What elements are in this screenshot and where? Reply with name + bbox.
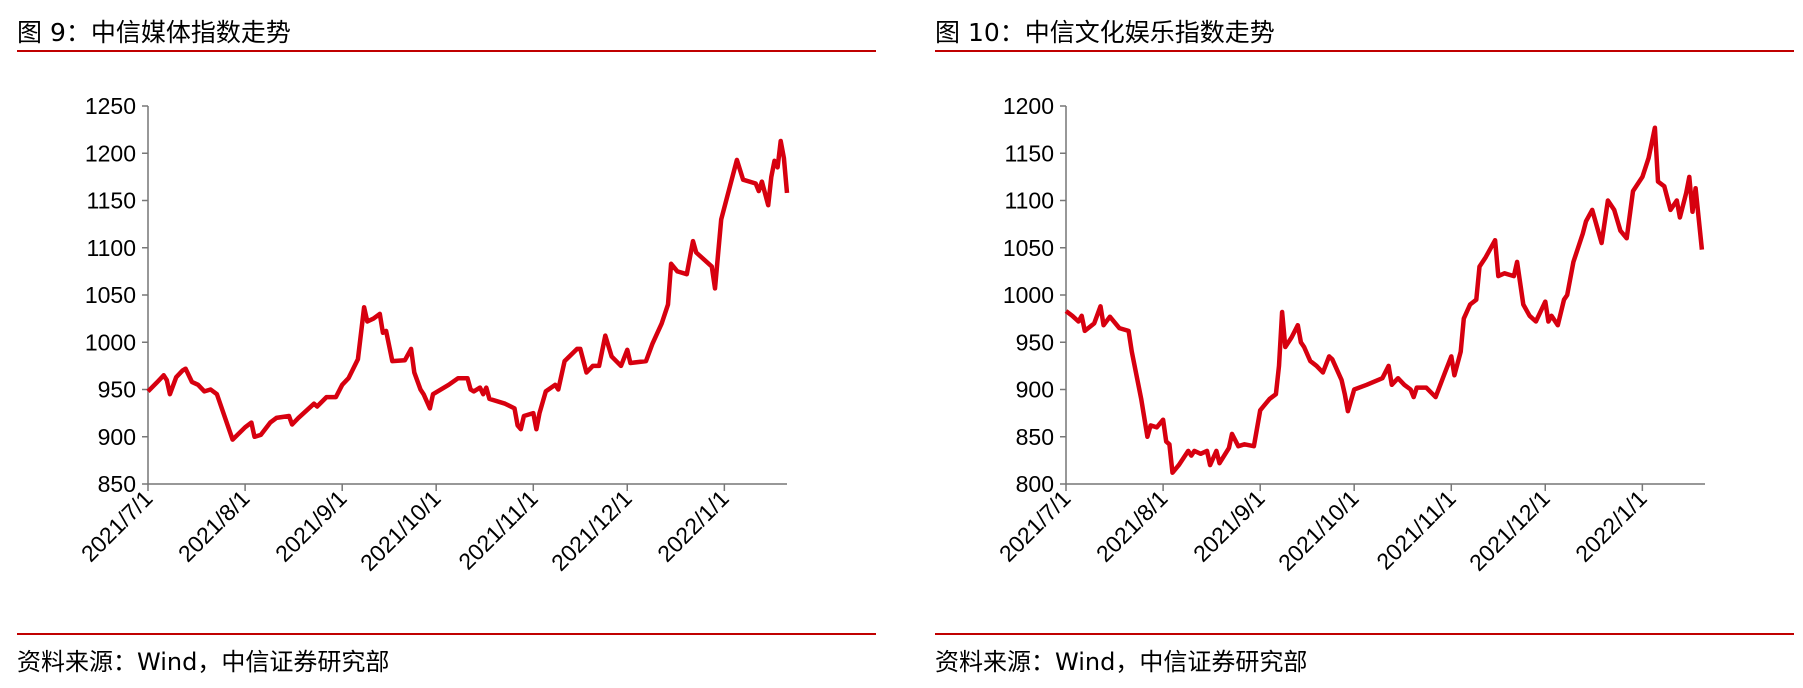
y-tick-label: 950: [1016, 329, 1054, 355]
x-tick-label: 2021/10/1: [1273, 485, 1364, 576]
y-tick-label: 900: [98, 424, 136, 450]
x-tick-label: 2021/8/1: [1091, 485, 1173, 567]
y-tick-label: 1200: [1003, 93, 1054, 119]
y-tick-label: 1000: [85, 329, 136, 355]
x-tick-label: 2021/10/1: [355, 485, 446, 576]
source-note: 资料来源：Wind，中信证券研究部: [17, 648, 389, 676]
y-tick-label: 850: [1016, 424, 1054, 450]
y-tick-label: 1050: [85, 282, 136, 308]
y-tick-label: 850: [98, 471, 136, 497]
x-tick-label: 2021/9/1: [1188, 485, 1270, 567]
index-line: [1064, 125, 1705, 475]
y-tick-label: 1100: [87, 235, 136, 261]
y-tick-label: 900: [1016, 377, 1054, 403]
chart-title: 图 9：中信媒体指数走势: [17, 18, 291, 47]
chart-title: 图 10：中信文化娱乐指数走势: [935, 18, 1275, 47]
x-tick-label: 2021/7/1: [994, 485, 1076, 567]
x-tick-label: 2021/11/1: [1371, 485, 1461, 575]
x-tick-label: 2021/7/1: [76, 485, 158, 567]
source-note: 资料来源：Wind，中信证券研究部: [935, 648, 1307, 676]
y-tick-label: 800: [1016, 471, 1054, 497]
x-tick-label: 2021/8/1: [173, 485, 255, 567]
index-line: [146, 138, 790, 442]
y-tick-label: 1150: [87, 188, 136, 214]
y-tick-label: 1000: [1003, 282, 1054, 308]
y-tick-label: 1150: [1005, 140, 1054, 166]
y-tick-label: 950: [98, 377, 136, 403]
y-tick-label: 1200: [85, 140, 136, 166]
x-tick-label: 2022/1/1: [1570, 485, 1652, 567]
y-tick-label: 1250: [85, 93, 136, 119]
x-tick-label: 2021/12/1: [1464, 485, 1555, 576]
x-tick-label: 2021/9/1: [270, 485, 352, 567]
y-tick-label: 1050: [1003, 235, 1054, 261]
x-tick-label: 2021/12/1: [546, 485, 637, 576]
x-tick-label: 2021/11/1: [453, 485, 543, 575]
x-tick-label: 2022/1/1: [652, 485, 734, 567]
y-tick-label: 1100: [1005, 188, 1054, 214]
